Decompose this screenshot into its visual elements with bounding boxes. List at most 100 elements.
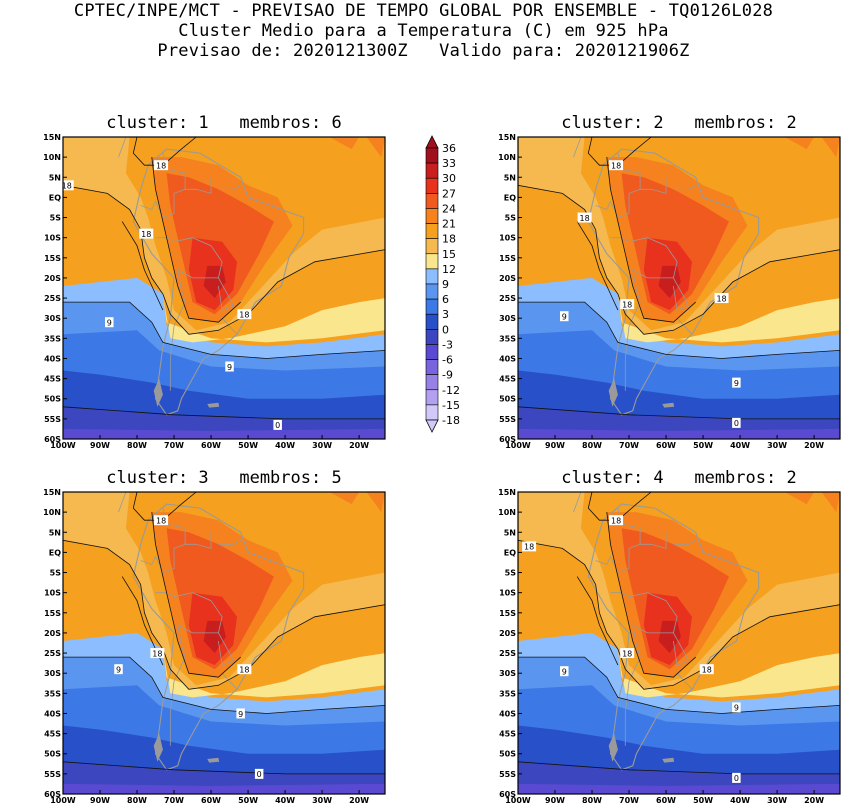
panel-1-contour-0: [63, 184, 385, 335]
panel-3-border-7: [140, 555, 164, 573]
panel-3-contour-label-bg-3: [114, 664, 123, 675]
panel-4-lat-label-7: 20S: [499, 629, 516, 638]
panel-3-lat-label-9: 30S: [44, 669, 61, 678]
panel-3-contour-label-bg-0: [154, 515, 169, 526]
colorbar-label-5: 21: [442, 218, 456, 231]
panel-1-lat-label-14: 55S: [44, 415, 61, 424]
panel-3-chile-islands: [153, 733, 163, 762]
panel-4-contour-1: [518, 656, 840, 714]
panel-1-border-5: [185, 177, 212, 194]
panel-3-border-5: [185, 532, 212, 549]
panel-1-border-9: [118, 137, 127, 158]
panel-4-contour-label-bg-0: [609, 515, 624, 526]
panel-1-lon-label-3: 70W: [164, 441, 184, 450]
colorbar-swatch-15: [425, 374, 439, 391]
panel-1-lon-label-6: 40W: [275, 441, 295, 450]
colorbar-label-6: 18: [442, 233, 456, 246]
colorbar-swatch-3: [425, 193, 439, 209]
panel-4-lat-label-1: 10N: [498, 508, 516, 517]
panel-4-contour-label-bg-1: [522, 541, 537, 552]
panel-4-contour-label-bg-3: [699, 664, 714, 675]
panel-1-lat-label-6: 15S: [44, 254, 61, 263]
panel-1-lon-label-4: 60W: [201, 441, 221, 450]
panel-1-lon-label-7: 30W: [312, 441, 332, 450]
panel-2-lat-label-1: 10N: [498, 153, 516, 162]
panel-2-contour-4: [587, 137, 652, 166]
panel-3-lat-label-3: EQ: [49, 548, 61, 557]
panel-1-falklands: [207, 402, 220, 408]
panel-1-contour-2: [63, 406, 385, 420]
panel-3-lon-label-7: 30W: [312, 796, 332, 803]
panel-2-lat-label-9: 30S: [499, 314, 516, 323]
panel-1-contour-5: [121, 221, 164, 311]
panel-3-band-c24-13: [366, 492, 385, 513]
panel-2-frame: [517, 136, 841, 440]
colorbar-label-4: 24: [442, 202, 456, 215]
panel-4-border-2: [673, 632, 689, 666]
panel-4-lat-label-15: 60S: [499, 790, 516, 799]
panel-2-lon-label-4: 60W: [656, 441, 676, 450]
colorbar-label-13: -3: [442, 338, 453, 351]
panel-2-border-7: [595, 200, 619, 218]
panel-4-contour-label-bg-4: [560, 666, 569, 677]
panel-4-lon-label-0: 100W: [505, 796, 531, 803]
panel-4-lat-label-11: 40S: [499, 709, 516, 718]
panel-4-lat-label-6: 15S: [499, 609, 516, 618]
panel-2-lon-label-7: 30W: [767, 441, 787, 450]
panel-4-lon-label-7: 30W: [767, 796, 787, 803]
panel-3-lat-label-12: 45S: [44, 730, 61, 739]
panel-3-contour-3: [151, 512, 241, 678]
panel-1-contour-label-1: 18: [62, 182, 72, 191]
panel-2-border-2: [673, 277, 689, 311]
panel-1-contour-1: [63, 301, 385, 359]
panel-4-contour-label-0: 18: [611, 516, 621, 525]
colorbar-label-11: 3: [442, 308, 449, 321]
colorbar-label-8: 12: [442, 263, 456, 276]
panel-4-lat-label-9: 30S: [499, 669, 516, 678]
panel-1-lon-label-1: 90W: [90, 441, 110, 450]
panel-4-title: cluster: 4 membros: 2: [561, 468, 797, 488]
panel-2-lon-label-3: 70W: [619, 441, 639, 450]
panel-3-lat-label-11: 40S: [44, 709, 61, 718]
panel-3-lat-label-10: 35S: [44, 689, 61, 698]
panel-2-band-c33-12: [658, 265, 681, 299]
colorbar-label-0: 36: [442, 142, 456, 155]
colorbar-swatch-12: [425, 329, 439, 345]
panel-4-band-cm3-5: [518, 783, 840, 794]
panel-4-lat-label-5: 10S: [499, 589, 516, 598]
panel-2-border-1: [624, 269, 641, 391]
panel-4-border-6: [673, 539, 696, 545]
panel-1-border-7: [140, 200, 164, 218]
panel-4-border-7: [595, 555, 619, 573]
panel-4-border-1: [624, 624, 641, 746]
panel-2-falklands: [662, 402, 675, 408]
panel-2-lat-label-14: 55S: [499, 415, 516, 424]
panel-4-map: 18 18 18 18 9 9 0 15N 10N 5N EQ 5S 10S 15S 20S 25S 30S 35…: [498, 488, 841, 803]
panel-2-border-6: [673, 184, 696, 190]
panel-3-lon-label-6: 40W: [275, 796, 295, 803]
panel-4-contour-label-5: 9: [734, 704, 739, 713]
panel-2-lat-label-5: 10S: [499, 234, 516, 243]
panel-2-lon-label-1: 90W: [545, 441, 565, 450]
panel-4-frame: [517, 491, 841, 795]
panel-3-contour-label-bg-5: [254, 768, 264, 779]
panel-3-frame: [62, 491, 386, 795]
panel-1-contour-3: [151, 157, 241, 323]
panel-1-lat-label-0: 15N: [43, 133, 61, 142]
panel-4-lon-label-3: 70W: [619, 796, 639, 803]
panel-4-border-0: [628, 592, 678, 634]
panel-2-title: cluster: 2 membros: 2: [561, 113, 797, 133]
panel-1-contour-label-bg-6: [273, 419, 282, 430]
colorbar-label-18: -18: [442, 414, 460, 427]
panel-1-lon-label-2: 80W: [127, 441, 147, 450]
panel-1-lat-label-2: 5N: [49, 173, 61, 182]
panel-2-band-c24-13: [821, 137, 840, 158]
panel-4-lon-label-8: 20W: [804, 796, 824, 803]
panel-1-lat-label-15: 60S: [44, 435, 61, 444]
panel-4-contour-label-bg-6: [732, 772, 741, 783]
panel-4-lat-label-12: 45S: [499, 730, 516, 739]
panel-2-lat-label-4: 5S: [505, 214, 517, 223]
panel-1-band-c33-12: [203, 265, 226, 299]
panel-4-lon-label-6: 40W: [730, 796, 750, 803]
